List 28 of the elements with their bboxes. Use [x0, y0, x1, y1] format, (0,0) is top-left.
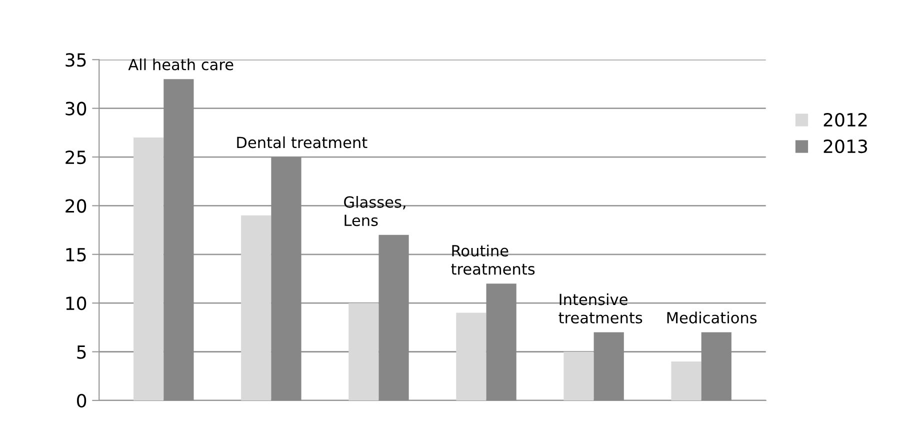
y-tick-label: 10 [66, 296, 86, 310]
x-tick-label: All heath care [128, 58, 234, 70]
bar [594, 332, 624, 400]
x-tick-label: Routine treatments [451, 244, 535, 275]
bar [456, 312, 486, 400]
y-tick-label: 35 [66, 53, 86, 67]
bar [486, 284, 516, 400]
bar [671, 361, 702, 400]
bar [164, 79, 194, 400]
y-tick-label: 0 [77, 394, 86, 408]
bar [564, 352, 594, 400]
y-tick-label: 25 [66, 150, 86, 164]
legend-label: 2012 [824, 112, 867, 127]
bar [378, 234, 409, 400]
x-tick-label: Glasses, Lens [344, 196, 406, 226]
x-tick-label: Intensive treatments [558, 293, 642, 324]
y-tick-label: 15 [66, 248, 86, 262]
bar [241, 215, 272, 400]
bar [134, 138, 164, 400]
x-tick-label: Dental treatment [237, 136, 368, 148]
y-tick-label: 20 [66, 199, 86, 213]
x-tick-label: Medications [667, 312, 757, 324]
bar [701, 332, 732, 400]
y-tick-label: 30 [66, 102, 86, 116]
y-tick-label: 5 [77, 345, 86, 359]
legend-label: 2013 [824, 139, 868, 154]
bar [348, 303, 379, 400]
bar [271, 157, 302, 400]
